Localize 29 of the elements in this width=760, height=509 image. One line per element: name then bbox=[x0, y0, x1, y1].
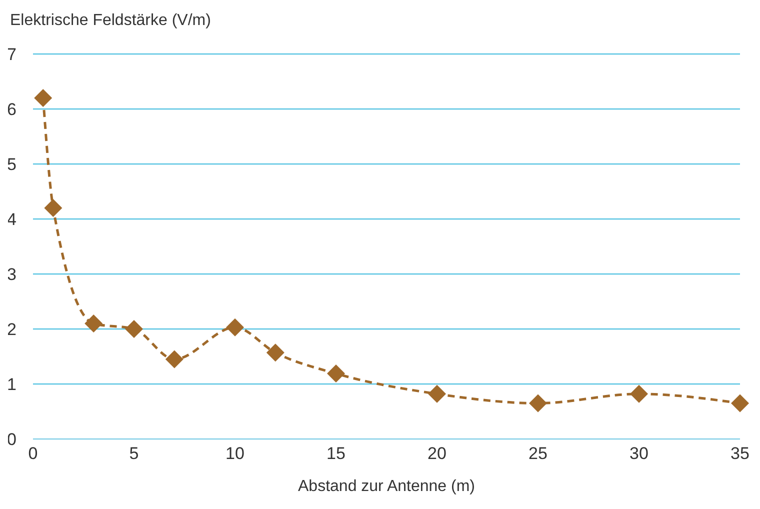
point bbox=[125, 320, 143, 338]
point bbox=[630, 384, 648, 403]
y-tick-label: 6 bbox=[7, 100, 16, 120]
x-tick-label: 25 bbox=[528, 444, 548, 464]
y-tick-label: 5 bbox=[7, 155, 16, 174]
point bbox=[165, 350, 184, 368]
point bbox=[84, 314, 103, 332]
x-tick-label: 5 bbox=[129, 444, 139, 464]
x-tick-label: 35 bbox=[730, 444, 750, 464]
y-tick-label: 1 bbox=[7, 375, 16, 394]
point bbox=[327, 364, 345, 383]
point bbox=[266, 344, 284, 362]
x-axis-title: Abstand zur Antenne (m) bbox=[298, 478, 475, 495]
y-tick-label: 3 bbox=[7, 265, 16, 284]
point bbox=[226, 318, 244, 336]
x-tick-label: 0 bbox=[28, 444, 38, 464]
point bbox=[529, 394, 547, 412]
y-axis-title: Elektrische Feldstärke (V/m) bbox=[10, 11, 212, 31]
x-tick-label: 10 bbox=[226, 444, 244, 464]
y-tick-label: 7 bbox=[7, 45, 16, 64]
y-tick-label: 2 bbox=[7, 320, 16, 340]
point bbox=[44, 199, 62, 217]
point bbox=[731, 394, 749, 412]
y-tick-label: 0 bbox=[7, 430, 16, 450]
x-tick-label: 15 bbox=[326, 444, 346, 464]
point bbox=[428, 384, 446, 403]
x-tick-label: 20 bbox=[428, 444, 446, 464]
x-tick-label: 30 bbox=[630, 444, 648, 464]
point bbox=[34, 89, 52, 107]
